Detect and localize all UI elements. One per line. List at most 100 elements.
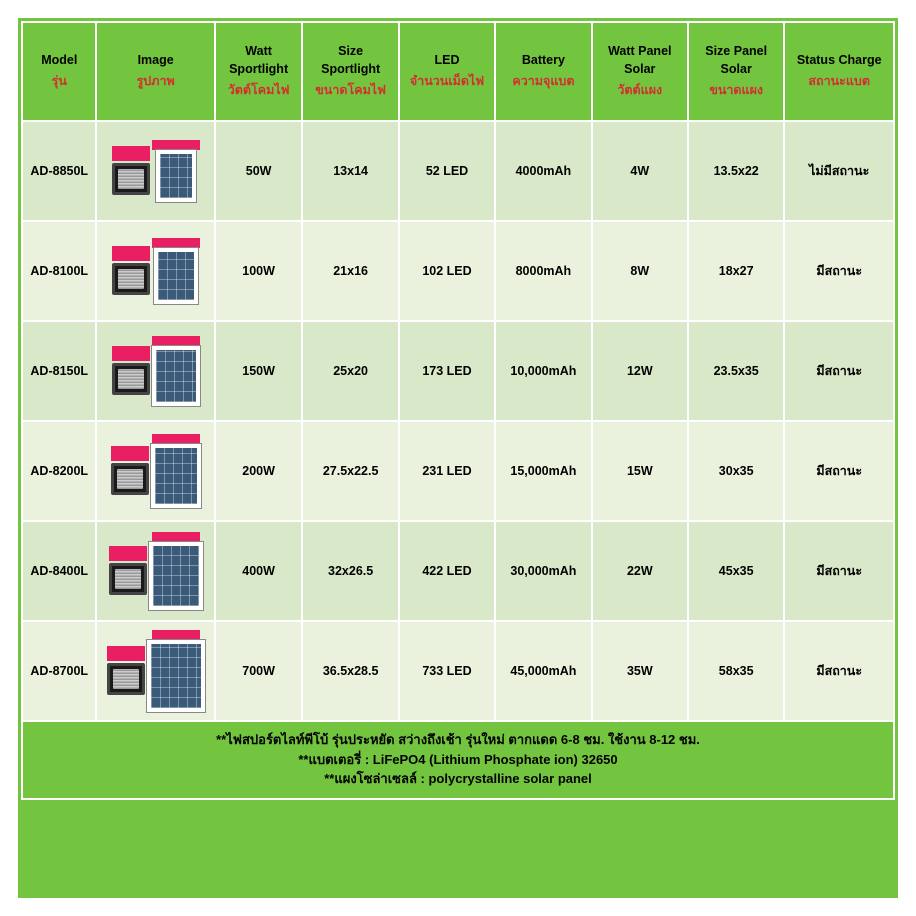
cell-panel_size: 13.5x22 — [688, 121, 784, 221]
cell-image — [96, 621, 214, 721]
solar-panel-icon — [152, 140, 200, 202]
header-model: Modelรุ่น — [22, 22, 96, 121]
solar-panel-icon — [151, 434, 201, 508]
footer-line-3: **แผงโซล่าเซลล์ : polycrystalline solar … — [25, 769, 891, 789]
footer-cell: **ไฟสปอร์ตไลท์พีโบ้ รุ่นประหยัด สว่างถึง… — [22, 721, 894, 799]
panel-grid-icon — [149, 542, 203, 610]
panel-label-icon — [152, 630, 200, 640]
cell-model: AD-8150L — [22, 321, 96, 421]
cell-watt: 100W — [215, 221, 303, 321]
panel-label-icon — [152, 532, 200, 542]
floodlight-icon — [107, 663, 145, 695]
header-th: วัตต์แผง — [597, 82, 683, 100]
cell-panel_watt: 22W — [592, 521, 688, 621]
cell-size: 36.5x28.5 — [302, 621, 398, 721]
table-row: AD-8400L 400W32x26.5422 LED30,000mAh22W45… — [22, 521, 894, 621]
packaging-icon — [107, 646, 145, 661]
header-en: Status Charge — [789, 52, 889, 70]
solar-panel-icon — [152, 238, 200, 304]
product-image-icon — [99, 525, 211, 617]
header-en: Model — [27, 52, 91, 70]
cell-battery: 8000mAh — [495, 221, 591, 321]
cell-led: 52 LED — [399, 121, 495, 221]
cell-model: AD-8850L — [22, 121, 96, 221]
product-image-icon — [99, 425, 211, 517]
packaging-icon — [109, 546, 147, 561]
header-en: Watt Panel Solar — [597, 43, 683, 78]
floodlight-icon — [109, 563, 147, 595]
cell-watt: 50W — [215, 121, 303, 221]
spotlight-icon — [109, 546, 147, 595]
cell-panel_watt: 8W — [592, 221, 688, 321]
spotlight-icon — [112, 246, 150, 295]
panel-grid-icon — [151, 444, 201, 508]
cell-watt: 200W — [215, 421, 303, 521]
header-led: LED จำนวนเม็ดไฟ — [399, 22, 495, 121]
packaging-icon — [112, 346, 150, 361]
header-panel-size: Size Panel Solarขนาดแผง — [688, 22, 784, 121]
header-status: Status Chargeสถานะแบต — [784, 22, 894, 121]
cell-battery: 15,000mAh — [495, 421, 591, 521]
cell-battery: 30,000mAh — [495, 521, 591, 621]
solar-panel-icon — [152, 336, 200, 406]
cell-image — [96, 521, 214, 621]
cell-battery: 10,000mAh — [495, 321, 591, 421]
header-th: จำนวนเม็ดไฟ — [404, 73, 490, 91]
cell-image — [96, 221, 214, 321]
header-row: Modelรุ่น Image รูปภาพ Watt Sportlight วัต… — [22, 22, 894, 121]
floodlight-icon — [111, 463, 149, 495]
cell-size: 32x26.5 — [302, 521, 398, 621]
table-row: AD-8700L700W36.5x28.5733 LED45,000mAh35W… — [22, 621, 894, 721]
panel-label-icon — [152, 238, 200, 248]
cell-watt: 700W — [215, 621, 303, 721]
packaging-icon — [111, 446, 149, 461]
cell-status: มีสถานะ — [784, 321, 894, 421]
cell-status: มีสถานะ — [784, 221, 894, 321]
cell-panel_size: 45x35 — [688, 521, 784, 621]
cell-model: AD-8400L — [22, 521, 96, 621]
spotlight-icon — [107, 646, 145, 695]
product-image-icon — [99, 625, 211, 717]
panel-grid-icon — [156, 150, 196, 202]
cell-size: 25x20 — [302, 321, 398, 421]
cell-watt: 400W — [215, 521, 303, 621]
cell-led: 173 LED — [399, 321, 495, 421]
table-row: AD-8850L50W13x1452 LED4000mAh4W13.5x22ไม… — [22, 121, 894, 221]
solar-panel-icon — [149, 532, 203, 610]
packaging-icon — [112, 146, 150, 161]
header-en: Size Sportlight — [307, 43, 393, 78]
cell-size: 27.5x22.5 — [302, 421, 398, 521]
panel-grid-icon — [154, 248, 198, 304]
table-row: AD-8100L100W21x16102 LED8000mAh8W18x27มี… — [22, 221, 894, 321]
cell-led: 422 LED — [399, 521, 495, 621]
header-panel-watt: Watt Panel Solar วัตต์แผง — [592, 22, 688, 121]
cell-image — [96, 421, 214, 521]
header-size: Size Sportlight ขนาดโคมไฟ — [302, 22, 398, 121]
packaging-icon — [112, 246, 150, 261]
header-en: Battery — [500, 52, 586, 70]
product-image-icon — [99, 125, 211, 217]
table-container: Modelรุ่น Image รูปภาพ Watt Sportlight วัต… — [18, 18, 898, 898]
cell-panel_watt: 12W — [592, 321, 688, 421]
spec-table: Modelรุ่น Image รูปภาพ Watt Sportlight วัต… — [21, 21, 895, 800]
cell-battery: 45,000mAh — [495, 621, 591, 721]
cell-panel_watt: 15W — [592, 421, 688, 521]
panel-label-icon — [152, 336, 200, 346]
header-th: ขนาดโคมไฟ — [307, 82, 393, 100]
footer-line-1: **ไฟสปอร์ตไลท์พีโบ้ รุ่นประหยัด สว่างถึง… — [25, 730, 891, 750]
cell-panel_size: 30x35 — [688, 421, 784, 521]
cell-panel_size: 23.5x35 — [688, 321, 784, 421]
header-en: LED — [404, 52, 490, 70]
cell-battery: 4000mAh — [495, 121, 591, 221]
header-en: Watt Sportlight — [220, 43, 298, 78]
cell-led: 102 LED — [399, 221, 495, 321]
header-th: รูปภาพ — [101, 73, 209, 91]
cell-panel_watt: 4W — [592, 121, 688, 221]
header-th: ความจุแบต — [500, 73, 586, 91]
cell-led: 231 LED — [399, 421, 495, 521]
cell-model: AD-8700L — [22, 621, 96, 721]
cell-led: 733 LED — [399, 621, 495, 721]
cell-size: 21x16 — [302, 221, 398, 321]
header-image: Image รูปภาพ — [96, 22, 214, 121]
header-en: Image — [101, 52, 209, 70]
